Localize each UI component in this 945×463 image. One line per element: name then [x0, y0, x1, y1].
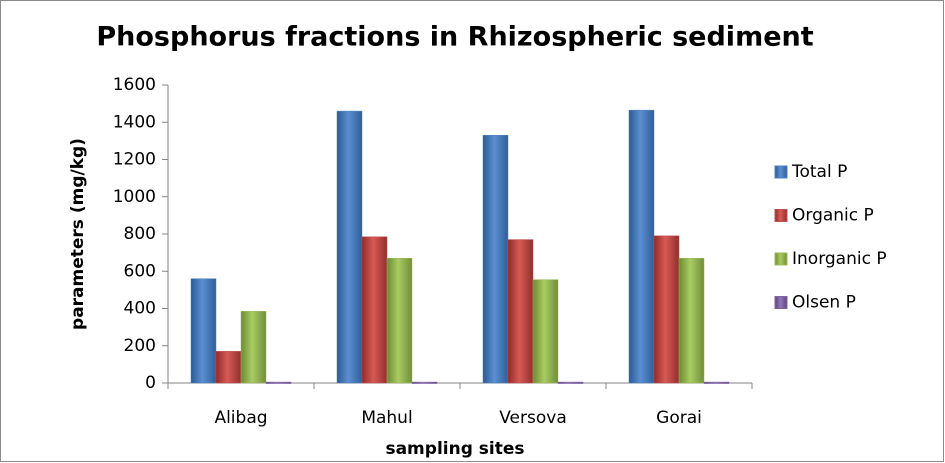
bar	[361, 236, 388, 384]
bar	[336, 110, 363, 384]
y-tick-label: 800	[124, 224, 156, 244]
bar	[628, 109, 655, 384]
bar	[190, 278, 217, 384]
bar	[678, 257, 705, 384]
bar	[507, 239, 534, 384]
x-tick-label: Versova	[499, 408, 567, 428]
legend-swatch	[774, 209, 788, 222]
y-tick-label: 1200	[113, 150, 156, 170]
x-tick-label: Alibag	[214, 408, 267, 428]
y-tick-label: 200	[124, 336, 156, 356]
legend-label: Organic P	[792, 206, 874, 226]
y-tick-label: 1000	[113, 187, 156, 207]
bar	[482, 135, 509, 384]
bar	[653, 235, 680, 384]
bar	[557, 381, 584, 384]
bar	[703, 381, 730, 384]
y-tick-label: 1400	[113, 112, 156, 132]
legend-label: Total P	[791, 162, 847, 182]
x-axis-title: sampling sites	[385, 439, 524, 459]
legend-swatch	[774, 296, 788, 309]
y-tick-label: 1600	[113, 75, 156, 95]
legend-label: Inorganic P	[792, 249, 887, 269]
bar	[532, 279, 559, 384]
bar	[265, 381, 292, 384]
legend-swatch	[774, 252, 788, 266]
y-axis-title: parameters (mg/kg)	[68, 138, 88, 330]
y-tick-label: 0	[145, 373, 156, 393]
x-tick-label: Gorai	[656, 408, 702, 428]
bar	[240, 311, 267, 384]
bar	[215, 351, 242, 384]
bar	[411, 381, 438, 384]
bar	[386, 257, 413, 384]
y-tick-label: 400	[124, 299, 156, 319]
chart-title: Phosphorus fractions in Rhizospheric sed…	[96, 22, 813, 53]
legend-swatch	[774, 165, 788, 179]
x-tick-label: Mahul	[361, 408, 412, 428]
y-tick-label: 600	[124, 261, 156, 281]
legend-label: Olsen P	[792, 293, 856, 313]
